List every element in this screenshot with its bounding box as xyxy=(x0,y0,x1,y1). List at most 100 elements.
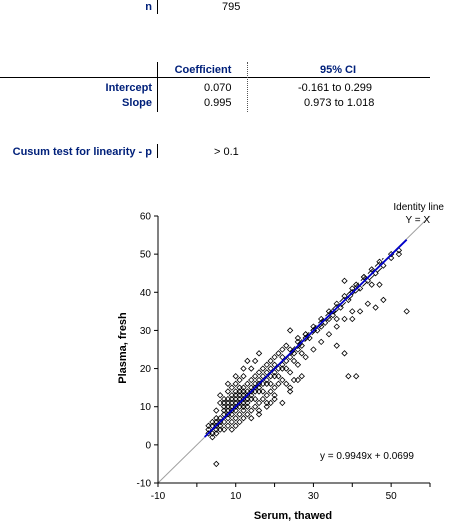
data-point xyxy=(333,323,340,330)
data-point xyxy=(217,392,224,399)
data-point xyxy=(333,342,340,349)
data-point xyxy=(294,334,302,342)
data-point xyxy=(255,350,263,357)
x-tick-label: 50 xyxy=(386,491,398,502)
coefficient-header: Coefficient xyxy=(174,64,232,76)
data-point xyxy=(349,308,356,315)
data-point xyxy=(209,434,216,441)
intercept-value: 0.070 xyxy=(204,82,232,94)
data-point xyxy=(286,346,294,353)
data-point xyxy=(244,411,251,418)
data-point xyxy=(240,403,247,410)
data-point xyxy=(279,353,286,361)
table-dotted-divider xyxy=(247,62,248,112)
slope-label: Slope xyxy=(122,97,152,109)
data-point xyxy=(228,384,235,391)
n-divider xyxy=(157,0,158,14)
data-point xyxy=(368,266,375,273)
ci-lower-line xyxy=(289,266,384,356)
data-point xyxy=(271,384,278,391)
cusum-label: Cusum test for linearity - p xyxy=(12,146,152,158)
identity-line-equation-label: Y = X xyxy=(405,215,430,226)
table-divider xyxy=(157,62,158,112)
data-point xyxy=(263,361,270,368)
data-point xyxy=(228,426,235,433)
data-point xyxy=(279,376,286,384)
data-point xyxy=(271,392,278,399)
data-point xyxy=(283,380,290,387)
data-point xyxy=(224,399,232,407)
data-point xyxy=(345,373,352,380)
data-point xyxy=(271,395,278,403)
data-point xyxy=(333,315,340,323)
data-point xyxy=(294,338,302,346)
data-point xyxy=(259,373,267,380)
data-point xyxy=(271,373,278,380)
intercept-label: Intercept xyxy=(105,82,152,94)
data-point xyxy=(251,357,259,365)
data-point xyxy=(236,411,243,418)
data-point xyxy=(240,373,247,380)
data-point xyxy=(251,403,259,410)
regression-equation: y = 0.9949x + 0.0699 xyxy=(320,451,414,462)
data-point xyxy=(283,342,290,349)
data-point xyxy=(376,258,383,265)
data-point xyxy=(213,460,220,468)
data-point xyxy=(341,315,348,323)
data-point xyxy=(271,361,278,368)
y-tick-label: -10 xyxy=(137,479,152,490)
data-point xyxy=(341,350,348,357)
data-point xyxy=(318,338,325,346)
data-point xyxy=(372,304,379,311)
data-point xyxy=(255,376,263,384)
identity-line-label: Identity line xyxy=(393,202,444,213)
data-point xyxy=(271,353,278,361)
y-tick-label: 10 xyxy=(140,402,152,413)
data-point xyxy=(298,350,305,357)
data-point xyxy=(325,331,333,338)
data-point xyxy=(380,296,387,304)
y-tick-label: 0 xyxy=(145,440,151,451)
intercept-ci: -0.161 to 0.299 xyxy=(298,82,373,94)
data-point xyxy=(263,403,270,410)
data-point xyxy=(232,380,239,387)
data-point xyxy=(356,308,364,315)
slope-value: 0.995 xyxy=(204,97,232,109)
data-point xyxy=(232,414,239,422)
data-point xyxy=(240,407,247,414)
n-value: 795 xyxy=(222,1,241,13)
data-point xyxy=(209,418,216,426)
data-point xyxy=(290,357,298,365)
data-point xyxy=(290,376,298,384)
ci-upper-line xyxy=(289,257,384,352)
data-point xyxy=(236,418,243,426)
data-point xyxy=(224,380,232,387)
data-point xyxy=(294,361,302,368)
data-point xyxy=(267,365,274,372)
data-point xyxy=(279,365,286,372)
data-point xyxy=(263,369,270,376)
data-point xyxy=(395,250,403,258)
data-point xyxy=(232,407,239,414)
data-point xyxy=(259,395,267,403)
data-point xyxy=(286,384,294,391)
data-point xyxy=(341,292,348,300)
data-point xyxy=(403,308,410,315)
data-point xyxy=(244,399,251,407)
data-point xyxy=(263,392,270,399)
data-point xyxy=(341,277,348,285)
data-point xyxy=(248,376,255,384)
data-point xyxy=(236,388,243,395)
data-point xyxy=(302,353,309,361)
data-point xyxy=(248,407,255,414)
data-point xyxy=(236,376,243,384)
data-point xyxy=(213,430,220,437)
data-point xyxy=(224,414,232,422)
data-point xyxy=(310,346,317,353)
data-point xyxy=(286,327,294,334)
x-tick-label: 30 xyxy=(308,491,320,502)
data-point xyxy=(205,422,212,429)
data-point xyxy=(224,388,232,395)
data-point xyxy=(267,357,274,365)
x-axis-title: Serum, thawed xyxy=(254,510,332,522)
